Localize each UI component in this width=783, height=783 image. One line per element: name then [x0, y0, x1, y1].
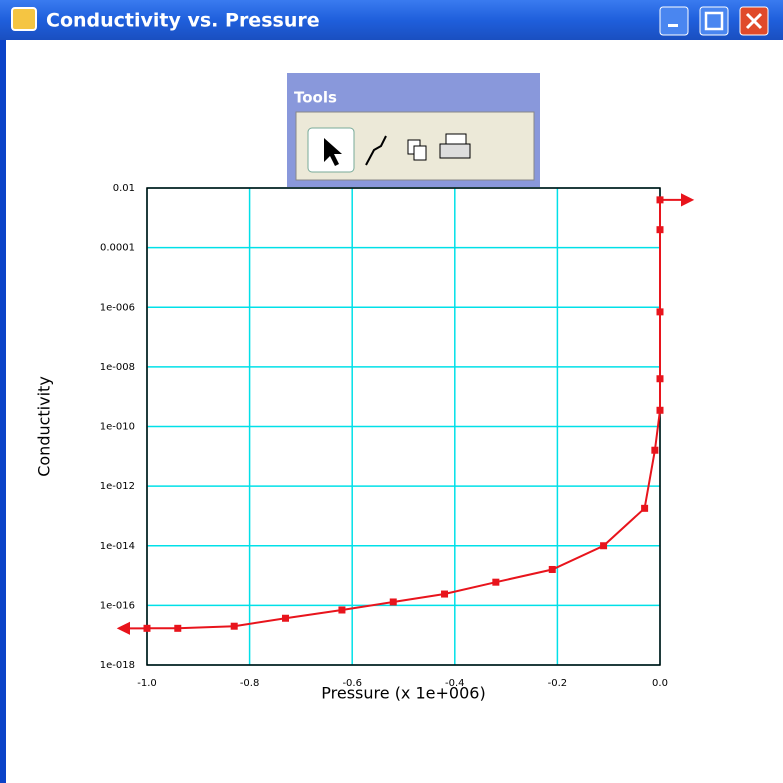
- maximize-button[interactable]: [700, 7, 728, 35]
- copy-icon: [414, 146, 426, 160]
- y-tick-label: 1e-010: [100, 422, 135, 433]
- data-point: [657, 407, 664, 414]
- y-tick-label: 1e-006: [100, 302, 135, 313]
- data-point: [441, 591, 448, 598]
- y-axis-label: Conductivity: [35, 376, 54, 477]
- x-tick-label: -0.8: [240, 678, 260, 689]
- window-title: Conductivity vs. Pressure: [46, 10, 320, 32]
- tools-title: Tools: [294, 89, 337, 107]
- x-tick-label: -1.0: [137, 678, 157, 689]
- window-icon: [12, 8, 36, 30]
- y-tick-label: 1e-008: [100, 362, 135, 373]
- minimize-button[interactable]: [660, 7, 688, 35]
- data-point: [492, 579, 499, 586]
- window-border: [0, 40, 6, 783]
- data-point: [600, 542, 607, 549]
- x-tick-label: -0.2: [548, 678, 568, 689]
- y-tick-label: 1e-018: [100, 660, 135, 671]
- data-point: [390, 598, 397, 605]
- data-point: [657, 226, 664, 233]
- x-tick-label: 0.0: [652, 678, 668, 689]
- data-point: [174, 625, 181, 632]
- window: Conductivity vs. Pressure -1.0-0.8-0.6-0…: [0, 0, 783, 783]
- y-tick-label: 1e-016: [100, 600, 135, 611]
- y-tick-label: 0.0001: [100, 243, 135, 254]
- data-point: [657, 375, 664, 382]
- data-point: [657, 308, 664, 315]
- data-point: [231, 623, 238, 630]
- print-tool[interactable]: [440, 144, 470, 158]
- y-tick-label: 1e-014: [100, 541, 135, 552]
- data-point: [338, 606, 345, 613]
- data-point: [282, 615, 289, 622]
- minimize-icon: [668, 24, 678, 27]
- y-tick-label: 1e-012: [100, 481, 135, 492]
- print-icon: [446, 134, 466, 144]
- y-tick-label: 0.01: [113, 183, 135, 194]
- data-point: [651, 447, 658, 454]
- x-axis-label: Pressure (x 1e+006): [321, 684, 485, 703]
- data-point: [549, 566, 556, 573]
- data-point: [641, 505, 648, 512]
